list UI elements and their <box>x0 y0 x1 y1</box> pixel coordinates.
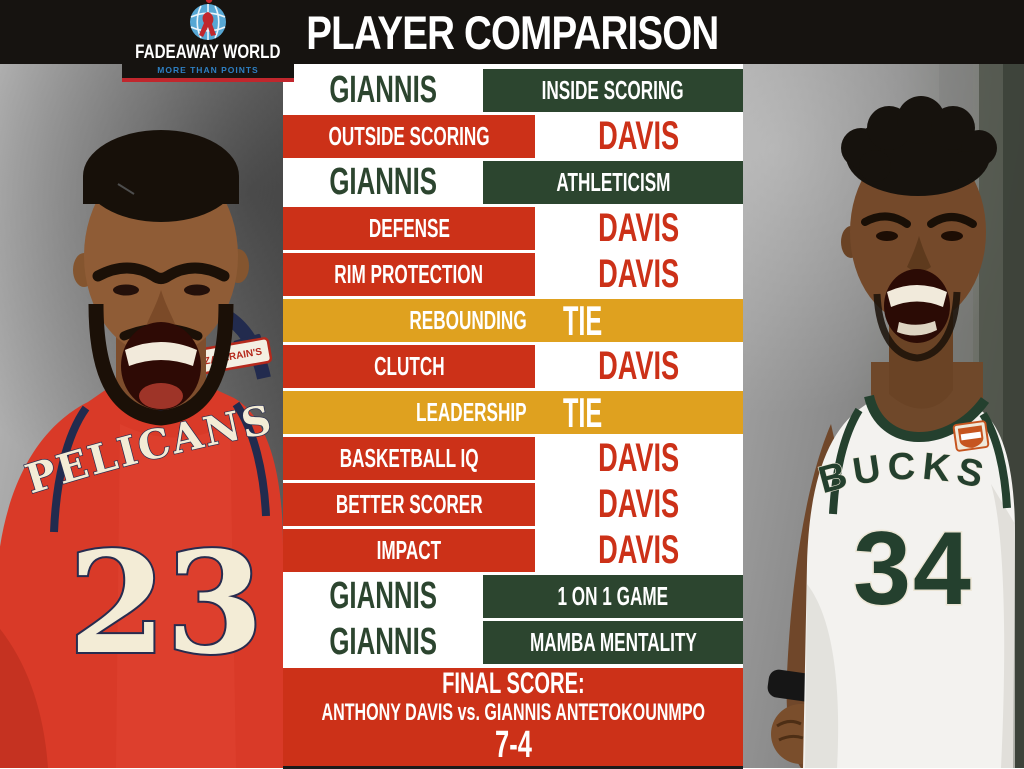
davis-illustration: TB ZATARAIN'S PELICANS 23 <box>0 130 283 768</box>
giannis-jersey-number-text: 34 <box>853 511 973 627</box>
winner-label: GIANNIS <box>329 575 437 617</box>
category-cell: OUTSIDE SCORING <box>283 115 535 158</box>
category-label: 1 ON 1 GAME <box>557 581 669 611</box>
category-label: MAMBA MENTALITY <box>529 627 697 657</box>
winner-label: DAVIS <box>598 437 680 480</box>
winner-cell: DAVIS <box>535 437 743 480</box>
category-cell: BETTER SCORER <box>283 483 535 526</box>
winner-cell: GIANNIS <box>283 575 483 618</box>
category-label: CLUTCH <box>373 351 445 381</box>
tie-label: TIE <box>563 299 603 342</box>
category-label: IMPACT <box>376 535 442 565</box>
category-label: DEFENSE <box>368 213 450 243</box>
globe-basketball-icon <box>190 0 226 40</box>
comparison-rows: GIANNIS INSIDE SCORING OUTSIDE SCORING D… <box>283 69 743 664</box>
logo-tagline: MORE THAN POINTS <box>157 65 259 75</box>
logo-wordmark: FADEAWAY WORLD <box>135 42 281 63</box>
comparison-row: CLUTCH DAVIS <box>283 345 743 388</box>
category-cell: 1 ON 1 GAME <box>483 575 743 618</box>
winner-cell: DAVIS <box>535 483 743 526</box>
category-label: RIM PROTECTION <box>334 259 484 289</box>
giannis-illustration: BUCKS 34 <box>767 64 1024 768</box>
tie-cell: TIE <box>535 391 743 434</box>
winner-cell: DAVIS <box>535 253 743 296</box>
fadeaway-world-logo: FADEAWAY WORLD MORE THAN POINTS <box>122 0 294 82</box>
davis-jersey-number-text: 23 <box>69 522 264 686</box>
winner-label: GIANNIS <box>329 69 437 111</box>
comparison-row: BETTER SCORER DAVIS <box>283 483 743 526</box>
winner-label: GIANNIS <box>329 161 437 203</box>
winner-cell: DAVIS <box>535 345 743 388</box>
category-cell: CLUTCH <box>283 345 535 388</box>
winner-cell: DAVIS <box>535 529 743 572</box>
davis-photo: TB ZATARAIN'S PELICANS 23 <box>0 64 283 768</box>
category-cell: RIM PROTECTION <box>283 253 535 296</box>
comparison-table: GIANNIS INSIDE SCORING OUTSIDE SCORING D… <box>283 64 743 769</box>
category-label: BASKETBALL IQ <box>339 443 479 473</box>
comparison-row: DEFENSE DAVIS <box>283 207 743 250</box>
tie-label: TIE <box>563 391 603 434</box>
category-cell: IMPACT <box>283 529 535 572</box>
category-label: OUTSIDE SCORING <box>328 121 490 151</box>
winner-cell: DAVIS <box>535 115 743 158</box>
category-label: ATHLETICISM <box>555 167 671 197</box>
final-score-label: FINAL SCORE: <box>441 667 585 700</box>
category-label: LEADERSHIP <box>416 397 527 427</box>
comparison-row: GIANNIS ATHLETICISM <box>283 161 743 204</box>
winner-label: DAVIS <box>598 253 680 296</box>
tie-cell: TIE <box>535 299 743 342</box>
category-cell: LEADERSHIP <box>283 391 535 434</box>
winner-cell: GIANNIS <box>283 161 483 204</box>
giannis-sponsor-patch-icon <box>952 420 990 452</box>
category-cell: MAMBA MENTALITY <box>483 621 743 664</box>
final-score-value: 7-4 <box>494 723 532 766</box>
winner-cell: GIANNIS <box>283 69 483 112</box>
category-label: REBOUNDING <box>409 305 527 335</box>
comparison-row: OUTSIDE SCORING DAVIS <box>283 115 743 158</box>
category-label: INSIDE SCORING <box>541 75 685 105</box>
comparison-row: GIANNIS 1 ON 1 GAME <box>283 575 743 618</box>
category-cell: REBOUNDING <box>283 299 535 342</box>
winner-label: DAVIS <box>598 115 680 158</box>
category-cell: DEFENSE <box>283 207 535 250</box>
winner-label: GIANNIS <box>329 621 437 663</box>
winner-cell: DAVIS <box>535 207 743 250</box>
final-score-panel: FINAL SCORE: ANTHONY DAVIS vs. GIANNIS A… <box>283 668 743 769</box>
page-title: PLAYER COMPARISON <box>305 5 719 59</box>
category-cell: ATHLETICISM <box>483 161 743 204</box>
winner-label: DAVIS <box>598 483 680 526</box>
winner-cell: GIANNIS <box>283 621 483 664</box>
comparison-row: GIANNIS INSIDE SCORING <box>283 69 743 112</box>
comparison-row: RIM PROTECTION DAVIS <box>283 253 743 296</box>
comparison-row: IMPACT DAVIS <box>283 529 743 572</box>
category-label: BETTER SCORER <box>335 489 483 519</box>
category-cell: INSIDE SCORING <box>483 69 743 112</box>
winner-label: DAVIS <box>598 345 680 388</box>
winner-label: DAVIS <box>598 529 680 572</box>
giannis-photo: BUCKS 34 <box>743 64 1024 768</box>
comparison-row-tie: LEADERSHIP TIE <box>283 391 743 434</box>
category-cell: BASKETBALL IQ <box>283 437 535 480</box>
winner-label: DAVIS <box>598 207 680 250</box>
final-score-matchup: ANTHONY DAVIS vs. GIANNIS ANTETOKOUNMPO <box>321 698 705 726</box>
comparison-row-tie: REBOUNDING TIE <box>283 299 743 342</box>
comparison-row: BASKETBALL IQ DAVIS <box>283 437 743 480</box>
comparison-row: GIANNIS MAMBA MENTALITY <box>283 621 743 664</box>
